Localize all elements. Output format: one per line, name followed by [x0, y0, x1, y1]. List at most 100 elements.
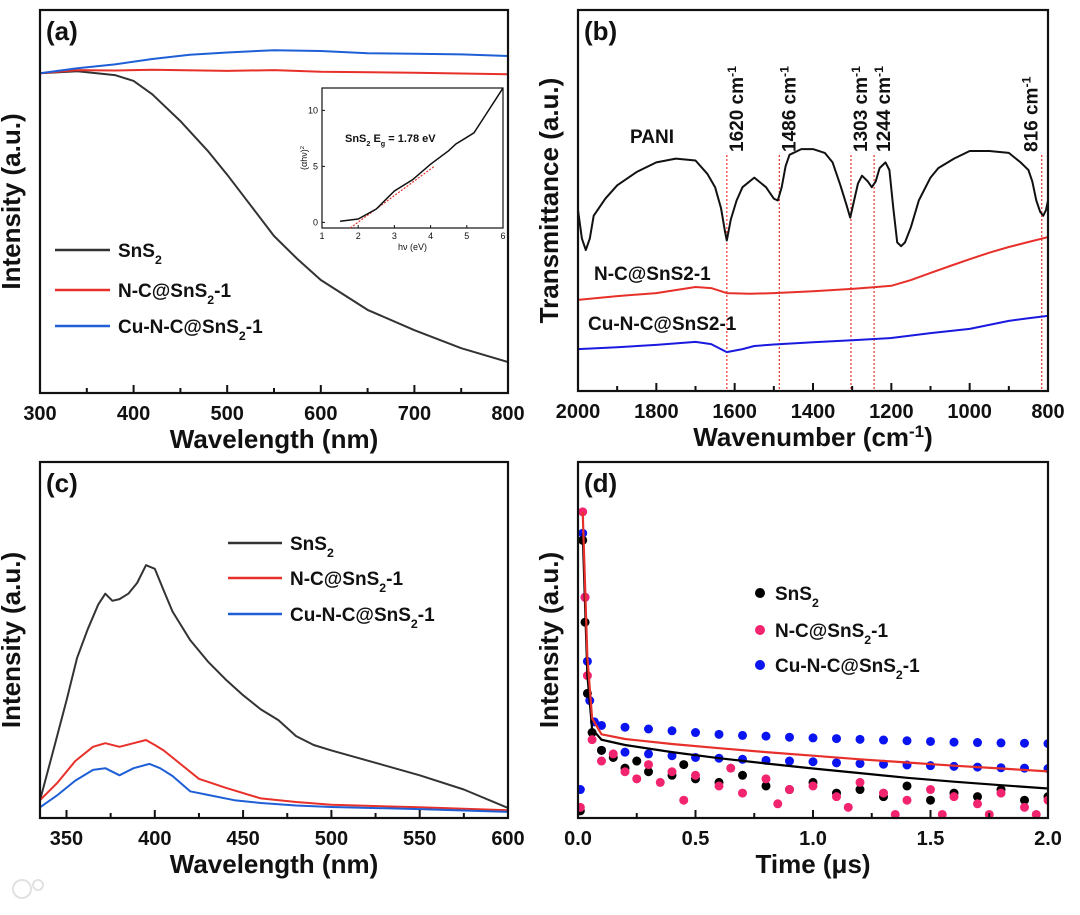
panel-b-series-labels: PANI N-C@SnS2-1 Cu-N-C@SnS2-1 — [588, 127, 737, 335]
inset-y-tick-label: 5 — [313, 161, 318, 171]
data-point — [902, 781, 912, 791]
x-tick-label: 550 — [403, 828, 436, 850]
data-point — [890, 809, 900, 818]
data-point — [597, 756, 606, 766]
x-tick-label: 500 — [211, 403, 244, 425]
data-point — [1043, 739, 1048, 749]
x-tick-label: 1200 — [869, 401, 914, 423]
data-point — [926, 785, 935, 795]
series-line-2 — [578, 314, 1048, 354]
data-point — [973, 738, 982, 748]
peak-label: 1303 cm-1 — [849, 66, 872, 152]
data-point — [808, 733, 818, 743]
data-point — [808, 757, 818, 767]
data-point — [738, 788, 747, 798]
data-point — [973, 799, 982, 809]
x-axis-title: Time (μs) — [755, 849, 870, 879]
text-part: N-C@SnS — [290, 569, 379, 590]
x-tick-label: 2000 — [556, 401, 601, 423]
text-part: -1 — [214, 281, 231, 302]
data-point — [902, 736, 912, 746]
legend-item: SnS2 — [755, 584, 819, 610]
inset-x-title: hν (eV) — [398, 242, 427, 252]
data-point — [691, 728, 700, 738]
peak-label: 1620 cm-1 — [725, 66, 748, 152]
x-tick-label: 600 — [304, 403, 337, 425]
panel-label: (d) — [584, 468, 617, 498]
text-part: (αhν) — [299, 149, 309, 170]
inset-frame — [321, 87, 504, 229]
legend-item: N-C@SnS2-1 — [228, 569, 403, 595]
legend-marker — [755, 588, 765, 598]
text-part: -1 — [1020, 76, 1034, 87]
text-part: N-C@SnS — [118, 281, 207, 302]
x-tick-label: 800 — [1031, 401, 1064, 423]
text-part: 816 cm — [1022, 88, 1043, 152]
data-point — [644, 749, 653, 759]
series-label-pani: PANI — [630, 127, 674, 148]
data-point — [996, 788, 1006, 798]
legend-label: Cu-N-C@SnS2-1 — [118, 317, 263, 343]
text-part: 2 — [812, 596, 819, 610]
x-tick-label: 300 — [23, 403, 56, 425]
plot-area — [578, 148, 1048, 391]
text-part: Wavenumber (cm — [693, 422, 909, 452]
x-tick-label: 700 — [398, 403, 431, 425]
panel-label: (c) — [46, 468, 78, 498]
legend-marker — [755, 660, 765, 670]
text-part: -1 — [777, 66, 791, 77]
x-tick-label: 1400 — [791, 401, 836, 423]
text-part: 2 — [300, 146, 306, 149]
data-point — [973, 792, 982, 802]
peak-label: 1244 cm-1 — [872, 66, 895, 152]
legend-label: N-C@SnS2-1 — [775, 621, 888, 647]
data-point — [679, 760, 689, 770]
x-tick-label: 1000 — [947, 401, 992, 423]
legend-label: Cu-N-C@SnS2-1 — [290, 605, 435, 631]
data-point — [667, 767, 677, 777]
data-point — [949, 737, 959, 747]
text-part: -1 — [871, 621, 888, 642]
series-line-0 — [40, 70, 508, 363]
series-line-1 — [40, 68, 508, 76]
text-part: 2 — [327, 546, 334, 560]
data-point — [714, 781, 724, 791]
legend-item: SnS2 — [228, 534, 334, 560]
data-point — [691, 770, 700, 780]
legend-label: N-C@SnS2-1 — [290, 569, 403, 595]
panel-label: (a) — [46, 16, 78, 46]
data-point — [996, 738, 1006, 748]
data-point — [761, 781, 771, 791]
text-part: -1 — [849, 66, 863, 77]
data-point — [620, 722, 630, 732]
text-part: -1 — [418, 605, 435, 626]
data-point — [578, 802, 585, 812]
watermark-ring — [32, 879, 44, 891]
data-point — [738, 730, 747, 740]
plot-area — [40, 564, 508, 813]
x-tick-label: 350 — [50, 828, 83, 850]
text-part: 2 — [379, 581, 386, 595]
y-axis-title: Intensity (a.u.) — [534, 552, 564, 728]
x-tick-label: 450 — [226, 828, 259, 850]
text-part: g — [381, 140, 385, 148]
data-point — [578, 785, 585, 795]
data-point — [597, 720, 606, 730]
legend-label: SnS2 — [290, 534, 334, 560]
text-part: SnS — [775, 584, 812, 605]
legend-label: Cu-N-C@SnS2-1 — [775, 656, 920, 682]
inset-y-tick-label: 0 — [313, 217, 318, 227]
series-line-0 — [40, 564, 508, 809]
text-part: 1486 cm — [779, 77, 800, 152]
data-point — [937, 809, 947, 818]
text-part: 2 — [239, 329, 246, 343]
inset-x-tick-label: 3 — [392, 231, 397, 241]
data-point — [879, 788, 888, 798]
data-point — [620, 747, 630, 757]
plot-frame — [38, 8, 510, 395]
series-line-1 — [578, 236, 1048, 301]
text-part: 1303 cm — [851, 77, 872, 152]
series-line-2 — [40, 49, 508, 75]
text-part: -1 — [246, 317, 263, 338]
